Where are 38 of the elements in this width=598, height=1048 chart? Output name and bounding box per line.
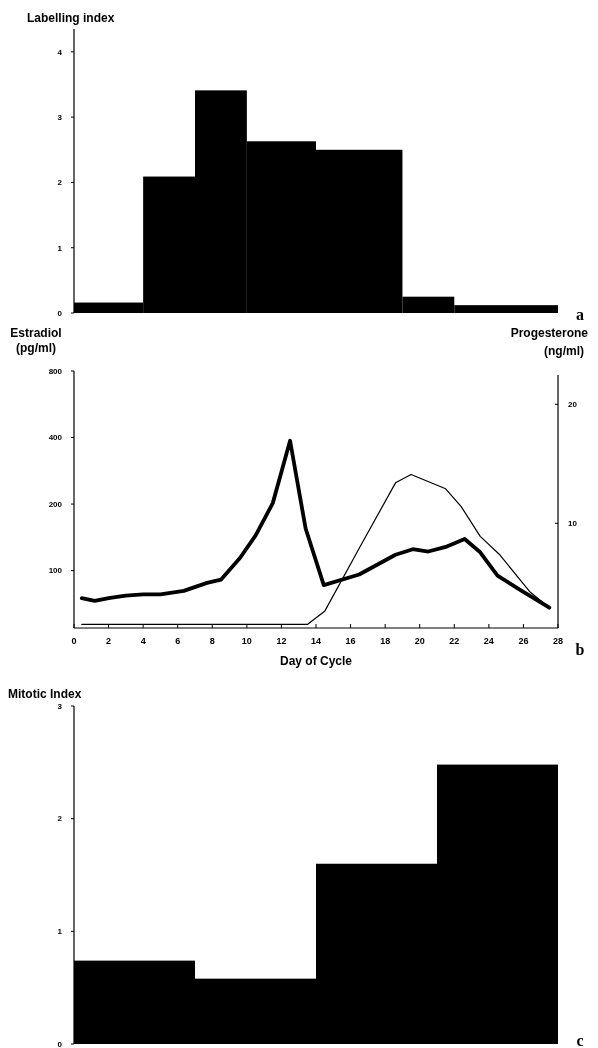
- y-tick-label: 800: [48, 366, 63, 376]
- x-tick-label: 18: [380, 636, 391, 646]
- x-tick-label: 14: [310, 636, 322, 646]
- x-tick-label: 12: [276, 636, 287, 646]
- y-tick-label: 200: [48, 499, 63, 509]
- x-tick-label: 20: [414, 636, 425, 646]
- y-tick-label: 3: [57, 701, 63, 711]
- y-tick-label: 4: [57, 47, 63, 57]
- text: a: [576, 306, 584, 323]
- x-tick-label: 4: [140, 636, 146, 646]
- x-tick-label: 24: [483, 636, 494, 646]
- y-tick-label: 100: [48, 566, 63, 576]
- x-tick-label: 16: [345, 636, 356, 646]
- x-tick-label: 6: [175, 636, 181, 646]
- x-tick-label: 26: [518, 636, 529, 646]
- text: c: [576, 1032, 584, 1048]
- y2-tick-label: 10: [568, 519, 578, 529]
- y-tick-label: 1: [57, 243, 63, 253]
- y-tick-label: 400: [48, 433, 63, 443]
- y2-axis-title: Progesterone (ng/ml): [510, 326, 589, 358]
- x-tick-label: 10: [241, 636, 252, 646]
- x-tick-label: 2: [106, 636, 112, 646]
- y-tick-label: 0: [57, 308, 63, 318]
- x-tick-label: 28: [552, 636, 564, 646]
- y-tick-label: 2: [57, 814, 63, 824]
- chart-title: Labelling index: [27, 11, 115, 25]
- y-tick-label: 3: [57, 112, 63, 122]
- x-tick-label: 22: [449, 636, 460, 646]
- chart-title: Mitotic Index: [8, 687, 82, 701]
- x-tick-label: 0: [71, 636, 77, 646]
- y-tick-label: 1: [57, 927, 63, 937]
- y-tick-label: 2: [57, 178, 63, 188]
- x-tick-label: 8: [209, 636, 215, 646]
- y2-tick-label: 20: [568, 400, 578, 410]
- x-axis-title: Day of Cycle: [279, 654, 353, 668]
- y-tick-label: 0: [57, 1039, 63, 1048]
- text: b: [575, 641, 585, 658]
- y-axis-title: Estradiol (pg/ml): [10, 326, 62, 355]
